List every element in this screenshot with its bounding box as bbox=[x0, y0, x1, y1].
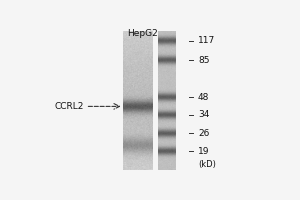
Text: 85: 85 bbox=[198, 56, 209, 65]
Text: CCRL2: CCRL2 bbox=[55, 102, 84, 111]
Text: 19: 19 bbox=[198, 147, 209, 156]
Text: 34: 34 bbox=[198, 110, 209, 119]
Text: (kD): (kD) bbox=[198, 160, 216, 169]
Text: 117: 117 bbox=[198, 36, 215, 45]
Text: 48: 48 bbox=[198, 93, 209, 102]
Text: 26: 26 bbox=[198, 129, 209, 138]
Text: HepG2: HepG2 bbox=[127, 29, 158, 38]
